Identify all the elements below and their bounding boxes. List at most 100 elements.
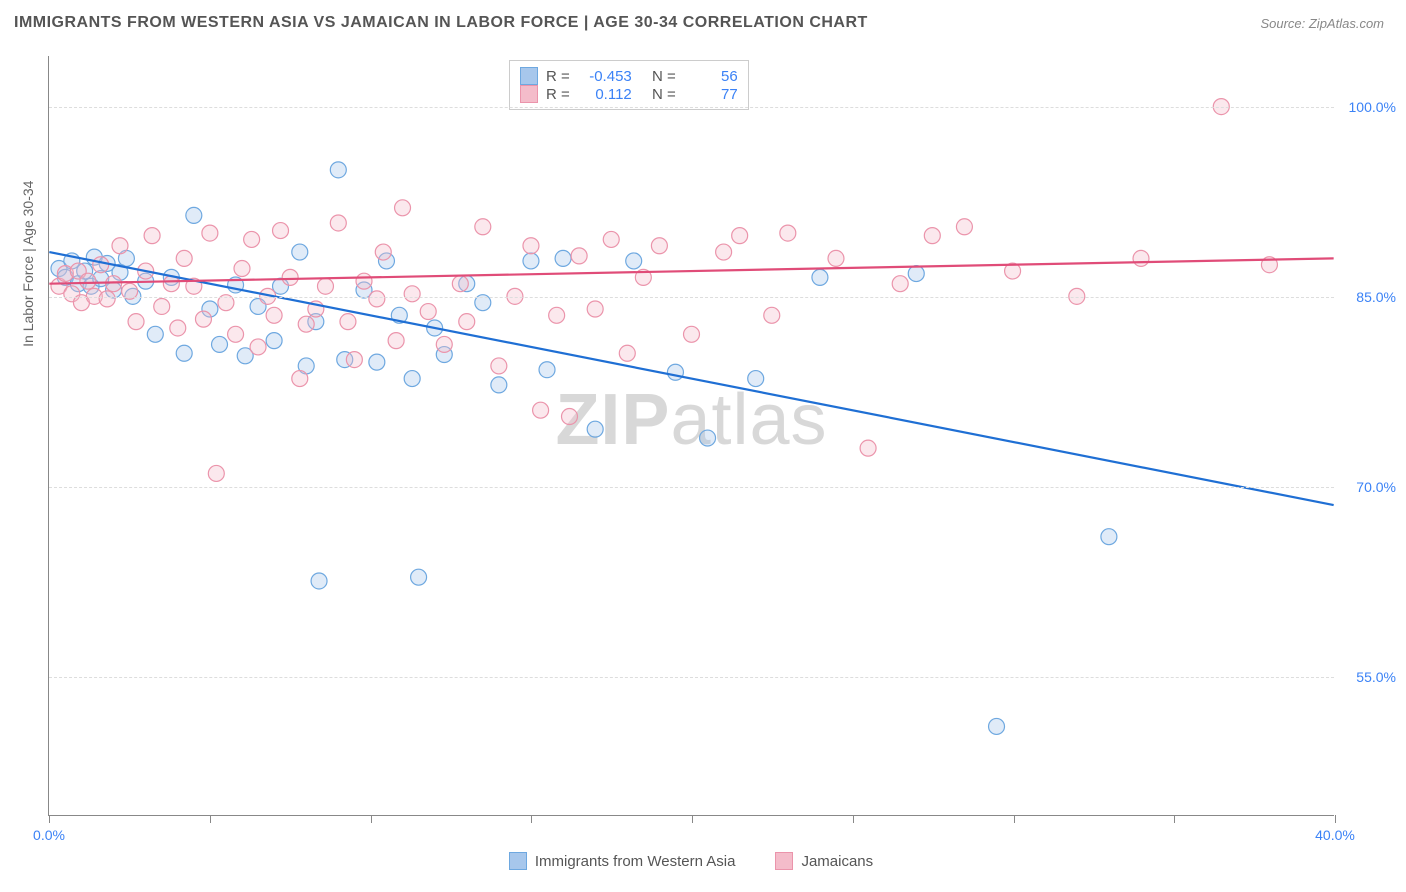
data-point bbox=[562, 409, 578, 425]
data-point bbox=[533, 402, 549, 418]
data-point bbox=[99, 291, 115, 307]
legend-R-label: R = bbox=[546, 86, 570, 103]
data-point bbox=[1101, 529, 1117, 545]
data-point bbox=[80, 273, 96, 289]
data-point bbox=[154, 298, 170, 314]
data-point bbox=[626, 253, 642, 269]
data-point bbox=[491, 377, 507, 393]
data-point bbox=[549, 307, 565, 323]
x-tick bbox=[1174, 815, 1175, 823]
data-point bbox=[395, 200, 411, 216]
x-tick bbox=[1014, 815, 1015, 823]
data-point bbox=[128, 314, 144, 330]
data-point bbox=[170, 320, 186, 336]
data-point bbox=[244, 231, 260, 247]
series1-R-value: -0.453 bbox=[578, 68, 632, 85]
data-point bbox=[317, 278, 333, 294]
data-point bbox=[748, 371, 764, 387]
chart-title: IMMIGRANTS FROM WESTERN ASIA VS JAMAICAN… bbox=[14, 14, 868, 32]
data-point bbox=[619, 345, 635, 361]
data-point bbox=[93, 257, 109, 273]
gridline-h bbox=[49, 677, 1334, 678]
legend-item-series1: Immigrants from Western Asia bbox=[509, 852, 736, 870]
data-point bbox=[375, 244, 391, 260]
data-point bbox=[388, 333, 404, 349]
data-point bbox=[812, 269, 828, 285]
data-point bbox=[436, 336, 452, 352]
data-point bbox=[369, 354, 385, 370]
series2-R-value: 0.112 bbox=[578, 86, 632, 103]
data-point bbox=[491, 358, 507, 374]
x-tick bbox=[853, 815, 854, 823]
data-point bbox=[202, 225, 218, 241]
trend-line bbox=[49, 252, 1333, 505]
swatch-series2 bbox=[520, 85, 538, 103]
data-point bbox=[186, 207, 202, 223]
data-point bbox=[651, 238, 667, 254]
data-point bbox=[420, 304, 436, 320]
legend-N-label: N = bbox=[652, 68, 676, 85]
x-tick bbox=[1335, 815, 1336, 823]
data-point bbox=[452, 276, 468, 292]
data-point bbox=[1133, 250, 1149, 266]
y-tick-label: 55.0% bbox=[1340, 669, 1396, 685]
plot-area: ZIPatlas R = -0.453 N = 56 R = 0.112 N =… bbox=[48, 56, 1334, 816]
data-point bbox=[667, 364, 683, 380]
data-point bbox=[106, 276, 122, 292]
x-tick-label: 0.0% bbox=[33, 827, 65, 843]
data-point bbox=[956, 219, 972, 235]
data-point bbox=[989, 718, 1005, 734]
swatch-series2-bottom bbox=[775, 852, 793, 870]
series1-N-value: 56 bbox=[684, 68, 738, 85]
data-point bbox=[282, 269, 298, 285]
data-point bbox=[828, 250, 844, 266]
data-point bbox=[292, 371, 308, 387]
data-point bbox=[539, 362, 555, 378]
y-tick-label: 85.0% bbox=[1340, 289, 1396, 305]
data-point bbox=[176, 250, 192, 266]
data-point bbox=[330, 215, 346, 231]
data-point bbox=[603, 231, 619, 247]
data-point bbox=[147, 326, 163, 342]
swatch-series1-bottom bbox=[509, 852, 527, 870]
data-point bbox=[404, 371, 420, 387]
data-point bbox=[459, 314, 475, 330]
data-point bbox=[860, 440, 876, 456]
legend-series: Immigrants from Western Asia Jamaicans bbox=[48, 852, 1334, 870]
series2-name: Jamaicans bbox=[801, 853, 873, 870]
data-point bbox=[924, 228, 940, 244]
legend-item-series2: Jamaicans bbox=[775, 852, 873, 870]
data-point bbox=[571, 248, 587, 264]
gridline-h bbox=[49, 487, 1334, 488]
x-tick-label: 40.0% bbox=[1315, 827, 1355, 843]
x-tick bbox=[692, 815, 693, 823]
data-point bbox=[228, 326, 244, 342]
data-point bbox=[411, 569, 427, 585]
data-point bbox=[764, 307, 780, 323]
data-point bbox=[176, 345, 192, 361]
data-point bbox=[346, 352, 362, 368]
y-tick-label: 70.0% bbox=[1340, 479, 1396, 495]
data-point bbox=[292, 244, 308, 260]
y-axis-title: In Labor Force | Age 30-34 bbox=[20, 181, 36, 347]
data-point bbox=[716, 244, 732, 260]
data-point bbox=[311, 573, 327, 589]
data-point bbox=[195, 311, 211, 327]
legend-R-label: R = bbox=[546, 68, 570, 85]
series1-name: Immigrants from Western Asia bbox=[535, 853, 736, 870]
data-point bbox=[212, 336, 228, 352]
data-point bbox=[404, 286, 420, 302]
gridline-h bbox=[49, 107, 1334, 108]
data-point bbox=[144, 228, 160, 244]
data-point bbox=[266, 307, 282, 323]
data-point bbox=[234, 261, 250, 277]
data-point bbox=[330, 162, 346, 178]
legend-row-series2: R = 0.112 N = 77 bbox=[520, 85, 738, 103]
data-point bbox=[780, 225, 796, 241]
data-point bbox=[908, 266, 924, 282]
data-point bbox=[523, 238, 539, 254]
data-point bbox=[250, 339, 266, 355]
legend-row-series1: R = -0.453 N = 56 bbox=[520, 67, 738, 85]
gridline-h bbox=[49, 297, 1334, 298]
data-point bbox=[208, 465, 224, 481]
